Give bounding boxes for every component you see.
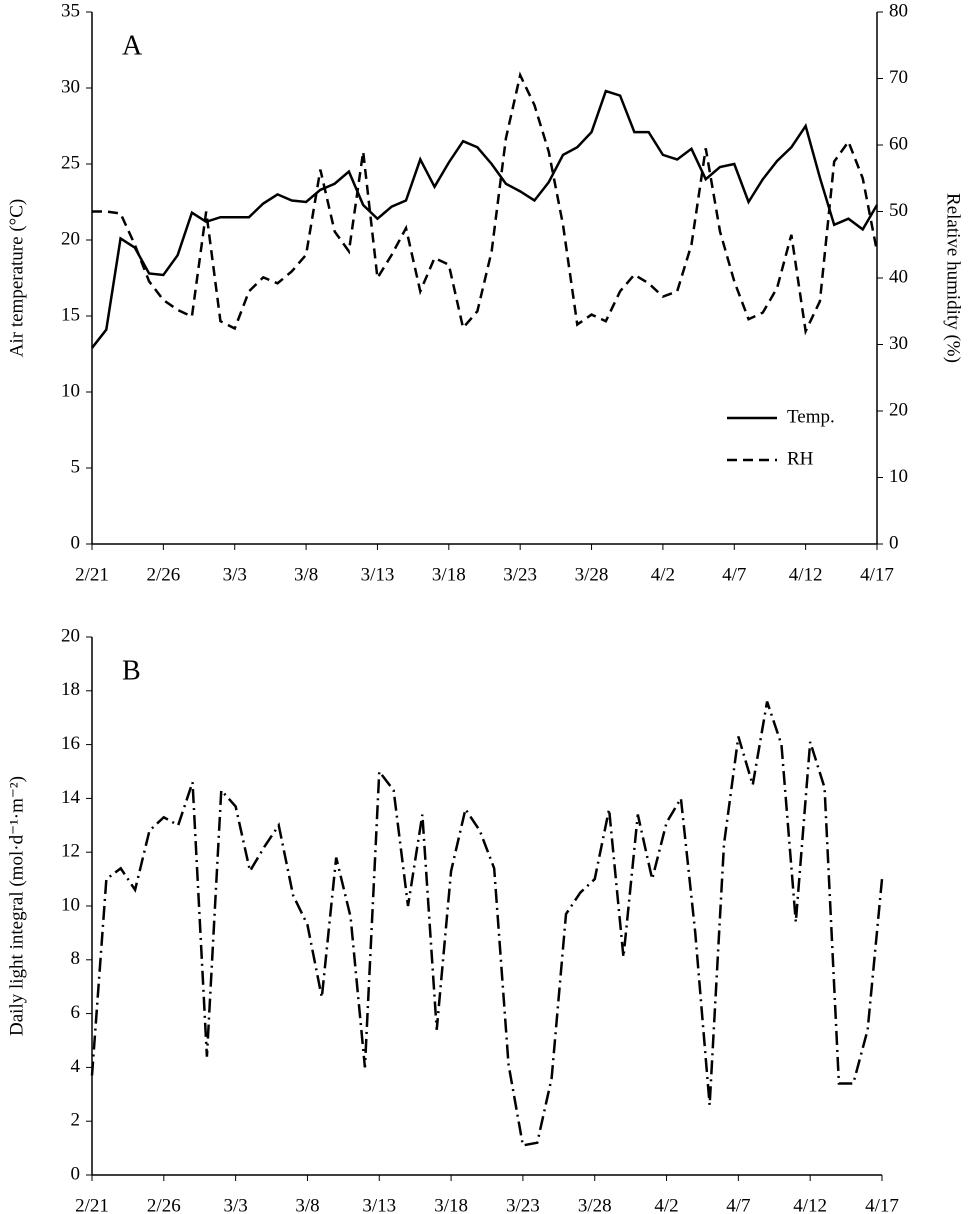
x-tick-label: 4/12 [789, 564, 823, 585]
x-tick-label: 3/23 [503, 564, 537, 585]
x-tick-label: 3/3 [223, 1195, 247, 1214]
y-tick-label: 0 [71, 1163, 81, 1184]
x-tick-label: 4/17 [860, 564, 894, 585]
x-tick-label: 3/18 [434, 1195, 468, 1214]
y2-tick-label: 40 [889, 266, 908, 287]
x-tick-label: 3/28 [575, 564, 609, 585]
y-tick-label: 15 [61, 304, 80, 325]
y-tick-label: 5 [71, 456, 81, 477]
y-tick-label: 20 [61, 625, 80, 646]
x-tick-label: 4/2 [654, 1195, 678, 1214]
y-tick-label: 14 [61, 787, 81, 808]
x-tick-label: 3/23 [506, 1195, 540, 1214]
x-tick-label: 3/18 [432, 564, 466, 585]
y-tick-label: 8 [71, 948, 81, 969]
series-line [91, 89, 879, 349]
x-tick-label: 2/26 [146, 564, 180, 585]
y-tick-label: 6 [71, 1002, 81, 1023]
x-tick-label: 3/3 [223, 564, 247, 585]
legend-label: Temp. [787, 406, 835, 427]
y-tick-label: 20 [61, 228, 80, 249]
panel-label: A [122, 30, 143, 61]
y-tick-label: 10 [61, 894, 80, 915]
y2-tick-label: 30 [889, 333, 908, 354]
x-tick-label: 4/17 [865, 1195, 899, 1214]
y2-axis-label: Relative humidity (%) [943, 193, 964, 363]
x-tick-label: 3/13 [361, 564, 395, 585]
y-axis-label: Air temperature (°C) [6, 199, 27, 357]
panel-label: B [122, 655, 141, 686]
y-tick-label: 25 [61, 152, 80, 173]
y-axis-label: Daily light integral (mol·d⁻¹·m⁻²) [6, 776, 27, 1036]
y-tick-label: 30 [61, 76, 80, 97]
x-tick-label: 3/28 [578, 1195, 612, 1214]
x-tick-label: 2/21 [75, 564, 109, 585]
y2-tick-label: 70 [889, 67, 908, 88]
x-tick-label: 4/12 [793, 1195, 827, 1214]
y-tick-label: 4 [71, 1056, 81, 1077]
x-tick-label: 4/7 [722, 564, 746, 585]
y2-tick-label: 10 [889, 466, 908, 487]
y2-tick-label: 60 [889, 133, 908, 154]
legend-label: RH [787, 448, 814, 469]
y-tick-label: 16 [61, 733, 80, 754]
y-tick-label: 12 [61, 841, 80, 862]
series-line [90, 701, 884, 1147]
x-tick-label: 4/2 [651, 564, 675, 585]
y2-tick-label: 50 [889, 200, 908, 221]
series-line [92, 71, 879, 336]
y2-tick-label: 80 [889, 0, 908, 21]
y-tick-label: 35 [61, 0, 80, 21]
x-tick-label: 4/7 [726, 1195, 750, 1214]
x-tick-label: 2/26 [147, 1195, 181, 1214]
x-tick-label: 2/21 [75, 1195, 109, 1214]
x-tick-label: 3/13 [362, 1195, 396, 1214]
y2-tick-label: 0 [889, 532, 899, 553]
y2-tick-label: 20 [889, 399, 908, 420]
x-tick-label: 3/8 [295, 1195, 319, 1214]
y-tick-label: 0 [71, 532, 81, 553]
x-tick-label: 3/8 [294, 564, 318, 585]
y-tick-label: 2 [71, 1110, 81, 1131]
y-tick-label: 10 [61, 380, 80, 401]
y-tick-label: 18 [61, 679, 80, 700]
